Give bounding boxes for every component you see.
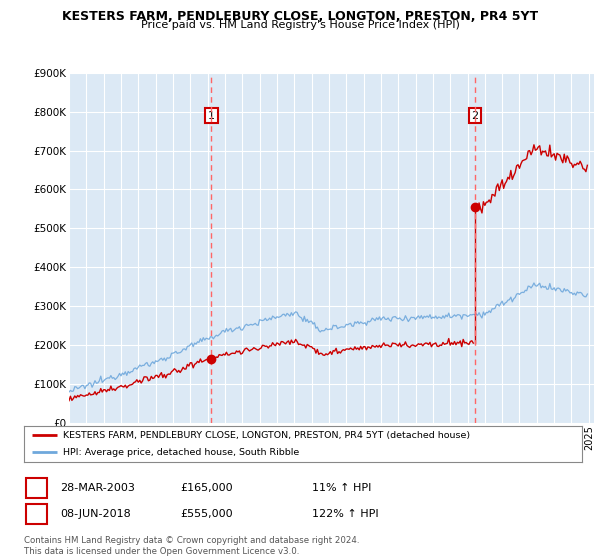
Text: Price paid vs. HM Land Registry's House Price Index (HPI): Price paid vs. HM Land Registry's House … <box>140 20 460 30</box>
Text: 1: 1 <box>208 110 215 120</box>
Text: KESTERS FARM, PENDLEBURY CLOSE, LONGTON, PRESTON, PR4 5YT (detached house): KESTERS FARM, PENDLEBURY CLOSE, LONGTON,… <box>63 431 470 440</box>
Text: 08-JUN-2018: 08-JUN-2018 <box>60 509 131 519</box>
Text: 28-MAR-2003: 28-MAR-2003 <box>60 483 135 493</box>
Text: 122% ↑ HPI: 122% ↑ HPI <box>312 509 379 519</box>
Text: HPI: Average price, detached house, South Ribble: HPI: Average price, detached house, Sout… <box>63 447 299 456</box>
Text: KESTERS FARM, PENDLEBURY CLOSE, LONGTON, PRESTON, PR4 5YT: KESTERS FARM, PENDLEBURY CLOSE, LONGTON,… <box>62 10 538 23</box>
Text: 1: 1 <box>33 483 40 493</box>
Text: Contains HM Land Registry data © Crown copyright and database right 2024.
This d: Contains HM Land Registry data © Crown c… <box>24 536 359 556</box>
Text: 11% ↑ HPI: 11% ↑ HPI <box>312 483 371 493</box>
Text: 2: 2 <box>472 110 479 120</box>
Text: £555,000: £555,000 <box>180 509 233 519</box>
Text: £165,000: £165,000 <box>180 483 233 493</box>
Text: 2: 2 <box>33 509 40 519</box>
